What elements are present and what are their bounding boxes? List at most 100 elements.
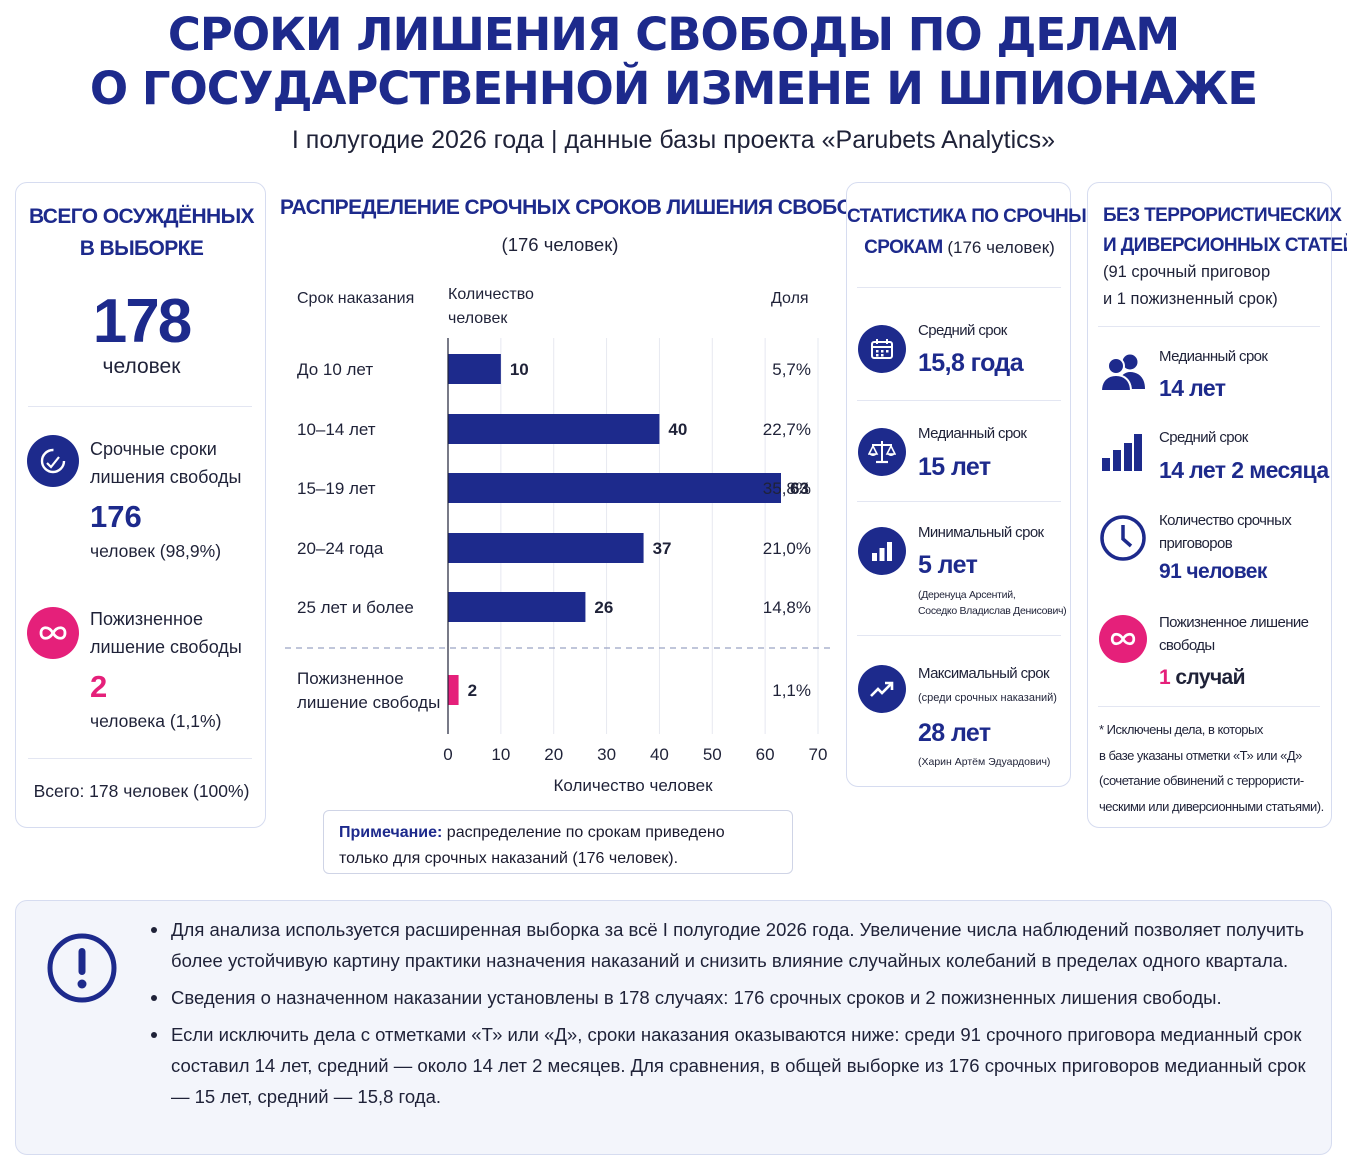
bar-value-label: 63 — [790, 479, 809, 498]
bar — [448, 354, 501, 384]
note-text-1: распределение по срокам приведено — [442, 824, 725, 841]
stat-avg-label: Средний срок — [918, 322, 1007, 339]
bar — [448, 533, 644, 563]
total-convicted-card: ВСЕГО ОСУЖДЁННЫХ В ВЫБОРКЕ 178 человек С… — [15, 182, 266, 828]
total-unit: человек — [102, 355, 181, 378]
category-label: 10–14 лет — [297, 420, 376, 439]
stat-median-value: 15 лет — [918, 453, 991, 481]
stats-heading: СТАТИСТИКА ПО СРОЧНЫМ СРОКАМ (176 челове… — [847, 201, 1102, 263]
col-term-header: Срок наказания — [297, 290, 415, 307]
col-count-header-line-1: Количество — [448, 286, 534, 303]
share-label: 14,8% — [763, 598, 811, 617]
life-label-line-2: лишение свободы — [90, 637, 242, 657]
life-detail: человека (1,1%) — [90, 711, 222, 731]
term-label-line-2: лишения свободы — [90, 467, 242, 487]
stats-heading-bold: СРОКАМ — [864, 237, 943, 258]
noterr-footnote-line-2: в базе указаны отметки «Т» или «Д» — [1099, 747, 1302, 763]
title-line-1: СРОКИ ЛИШЕНИЯ СВОБОДЫ ПО ДЕЛАМ — [167, 8, 1180, 61]
no-terror-card: БЕЗ ТЕРРОРИСТИЧЕСКИХ И ДИВЕРСИОННЫХ СТАТ… — [1087, 182, 1347, 828]
share-label: 1,1% — [772, 681, 811, 700]
stats-heading-line-1: СТАТИСТИКА ПО СРОЧНЫМ — [847, 206, 1102, 227]
infinity-icon — [1099, 615, 1147, 663]
total-heading: ВСЕГО ОСУЖДЁННЫХ В ВЫБОРКЕ — [16, 201, 267, 265]
x-tick-label: 60 — [756, 745, 775, 764]
noterr-life-value: 1 случай — [1159, 666, 1246, 690]
noterr-footnote-line-3: (сочетание обвинений с террористи- — [1099, 773, 1304, 788]
stat-min-note: (Деренуца Арсентий, Соседко Владислав Де… — [918, 587, 1067, 619]
hourglass-icon — [27, 435, 79, 487]
x-tick-label: 20 — [544, 745, 563, 764]
share-label: 22,7% — [763, 420, 811, 439]
term-stats-card: СТАТИСТИКА ПО СРОЧНЫМ СРОКАМ (176 челове… — [846, 182, 1102, 787]
chart-subtitle: (176 человек) — [501, 234, 619, 255]
category-label: лишение свободы — [297, 693, 440, 712]
bar — [448, 473, 781, 503]
noterr-heading-line-1: БЕЗ ТЕРРОРИСТИЧЕСКИХ — [1103, 205, 1342, 226]
bar-value-label: 26 — [594, 598, 613, 617]
x-axis-title: Количество человек — [553, 776, 713, 795]
x-tick-label: 30 — [597, 745, 616, 764]
term-detail: человек (98,9%) — [90, 541, 222, 561]
stat-max-note: (Харин Артём Эдуардович) — [918, 756, 1051, 768]
noterr-footnote-line-4: ческими или диверсионными статьями). — [1099, 798, 1324, 814]
chart-title: РАСПРЕДЕЛЕНИЕ СРОЧНЫХ СРОКОВ ЛИШЕНИЯ СВО… — [280, 196, 887, 219]
noterr-median-value: 14 лет — [1159, 375, 1226, 401]
infinity-icon — [27, 607, 79, 659]
term-label-line-1: Срочные сроки — [90, 439, 217, 459]
noterr-count-label-line-2: приговоров — [1159, 535, 1233, 552]
title-line-2: О ГОСУДАРСТВЕННОЙ ИЗМЕНЕ И ШПИОНАЖЕ — [89, 62, 1258, 115]
calendar-icon — [858, 325, 906, 373]
col-count-header: Количество человек — [448, 283, 534, 331]
total-value: 178 — [92, 287, 192, 356]
noterr-heading: БЕЗ ТЕРРОРИСТИЧЕСКИХ И ДИВЕРСИОННЫХ СТАТ… — [1103, 201, 1347, 261]
stat-max-value: 28 лет — [918, 719, 991, 747]
conclusions-panel: Для анализа используется расширенная выб… — [15, 900, 1332, 1155]
noterr-footnote: * Исключены дела, в которых в базе указа… — [1099, 717, 1324, 819]
share-label: 35,8% — [763, 479, 811, 498]
category-label: 15–19 лет — [297, 479, 376, 498]
col-share-header: Доля — [771, 290, 809, 307]
stat-min-note-line-1: (Деренуца Арсентий, — [918, 589, 1016, 601]
noterr-life-label-line-2: свободы — [1159, 637, 1215, 654]
bar — [448, 414, 660, 444]
stats-heading-rest: (176 человек) — [942, 238, 1055, 257]
noterr-avg-label: Средний срок — [1159, 429, 1248, 446]
x-tick-label: 40 — [650, 745, 669, 764]
noterr-sub-line-1: (91 срочный приговор — [1103, 263, 1271, 281]
stat-avg-value: 15,8 года — [918, 349, 1024, 377]
stat-min-note-line-2: Соседко Владислав Денисович) — [918, 605, 1067, 617]
x-tick-label: 50 — [703, 745, 722, 764]
clock-icon — [1099, 514, 1147, 567]
category-label: 25 лет и более — [297, 598, 414, 617]
category-label: Пожизненное — [297, 669, 404, 688]
noterr-count-value: 91 человек — [1159, 560, 1267, 583]
stat-min-value: 5 лет — [918, 551, 978, 579]
noterr-life-label: Пожизненное лишение свободы — [1159, 611, 1309, 657]
noterr-avg-value: 14 лет 2 месяца — [1159, 457, 1329, 483]
stat-median-label: Медианный срок — [918, 425, 1027, 442]
exclamation-icon — [46, 932, 118, 1009]
stat-max-label: Максимальный срок — [918, 665, 1050, 682]
bar — [448, 675, 459, 705]
conclusion-item: Для анализа используется расширенная выб… — [151, 914, 1311, 976]
total-heading-line-1: ВСЕГО ОСУЖДЁННЫХ — [29, 205, 255, 228]
term-label: Срочные сроки лишения свободы — [90, 435, 242, 491]
bar-value-label: 40 — [668, 420, 687, 439]
noterr-sub: (91 срочный приговор и 1 пожизненный сро… — [1103, 259, 1278, 313]
life-value: 2 — [90, 669, 108, 704]
noterr-sub-line-2: и 1 пожизненный срок) — [1103, 290, 1278, 308]
x-tick-label: 10 — [491, 745, 510, 764]
page-subtitle: I полугодие 2026 года | данные базы прое… — [291, 126, 1056, 154]
stat-max-sublabel: (среди срочных наказаний) — [918, 692, 1057, 704]
category-label: До 10 лет — [297, 360, 373, 379]
conclusions-list: Для анализа используется расширенная выб… — [151, 914, 1311, 1118]
noterr-heading-line-2: И ДИВЕРСИОННЫХ СТАТЕЙ* — [1103, 235, 1347, 256]
page-title: СРОКИ ЛИШЕНИЯ СВОБОДЫ ПО ДЕЛАМ О ГОСУДАР… — [0, 8, 1347, 116]
noterr-count-label: Количество срочных приговоров — [1159, 509, 1292, 555]
people-icon — [1099, 353, 1148, 398]
life-label: Пожизненное лишение свободы — [90, 605, 242, 661]
term-value: 176 — [90, 499, 142, 534]
noterr-footnote-line-1: * Исключены дела, в которых — [1099, 722, 1263, 737]
noterr-life-value-rest: случай — [1170, 666, 1245, 689]
total-footer: Всего: 178 человек (100%) — [33, 781, 250, 801]
